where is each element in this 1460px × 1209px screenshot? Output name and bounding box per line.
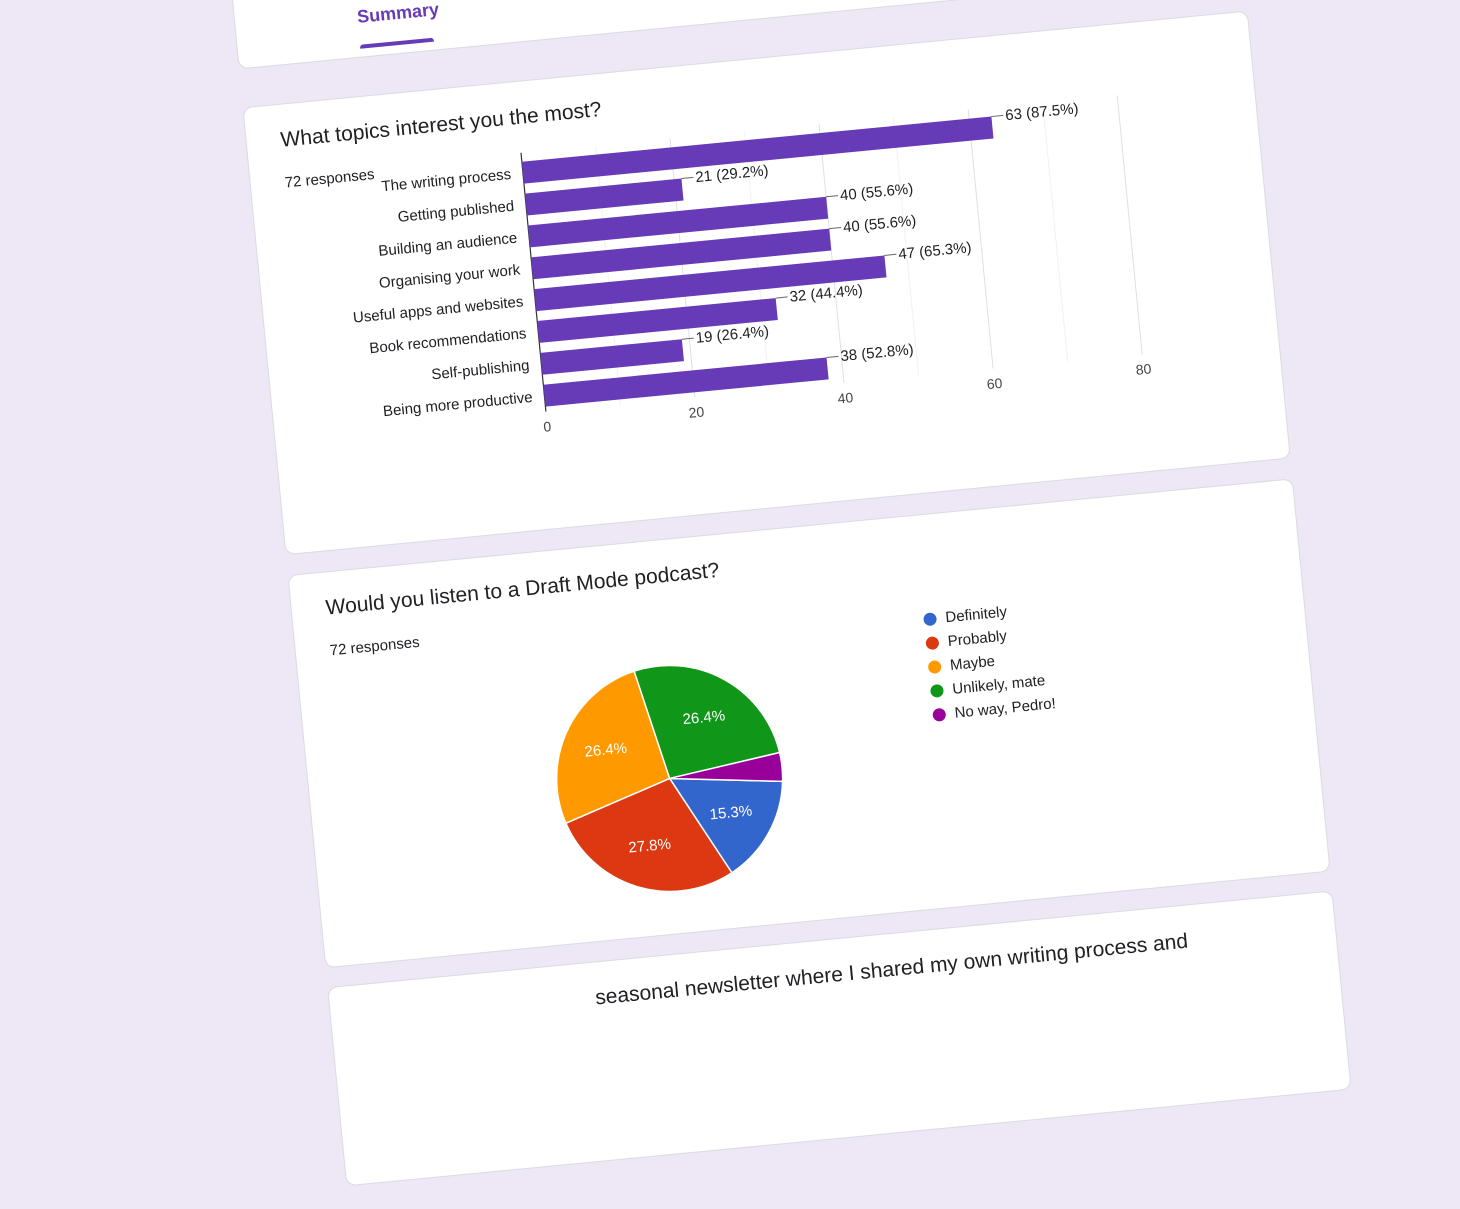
data-label-leader xyxy=(775,296,788,299)
pie-slice[interactable] xyxy=(547,669,673,825)
question-card-topics: What topics interest you the most? 72 re… xyxy=(242,10,1291,556)
bar[interactable] xyxy=(540,339,684,375)
pie-slice[interactable] xyxy=(668,768,791,878)
data-label-leader xyxy=(826,355,839,358)
legend-label: No way, Pedro! xyxy=(953,694,1057,722)
gridline xyxy=(967,109,994,369)
gridline xyxy=(818,124,845,383)
bar[interactable] xyxy=(527,196,829,248)
category-label: Being more productive xyxy=(382,389,533,420)
data-label-leader xyxy=(829,226,842,230)
data-label: 21 (29.2%) xyxy=(695,162,770,186)
legend-swatch xyxy=(927,659,942,674)
x-tick-label: 80 xyxy=(1135,360,1152,377)
pie-chart: 15.3% 27.8% 26.4% 26.4% xyxy=(547,655,791,901)
bar[interactable] xyxy=(521,116,994,184)
data-label-leader xyxy=(991,114,1004,118)
category-label: Building an audience xyxy=(378,230,518,260)
slice-label: 26.4% xyxy=(584,740,628,761)
bar[interactable] xyxy=(524,178,684,216)
question-title: Would you listen to a Draft Mode podcast… xyxy=(324,558,721,620)
legend-swatch xyxy=(922,611,938,626)
legend-label: Probably xyxy=(946,627,1008,650)
legend-swatch xyxy=(932,707,947,722)
slice-label: 15.3% xyxy=(709,802,753,823)
data-label: 47 (65.3%) xyxy=(898,239,973,263)
legend-swatch xyxy=(925,635,940,650)
data-label-leader xyxy=(681,176,694,180)
data-label: 32 (44.4%) xyxy=(789,282,864,306)
pie-legend: Definitely Probably Maybe Unlikely, mate No … xyxy=(922,596,1056,727)
data-label: 40 (55.6%) xyxy=(839,180,914,204)
data-label: 19 (26.4%) xyxy=(695,323,770,347)
data-label-leader xyxy=(826,195,839,198)
data-label-leader xyxy=(884,253,897,256)
tab-summary-indicator xyxy=(359,37,434,49)
legend-label: Definitely xyxy=(944,602,1008,626)
bar[interactable] xyxy=(543,357,829,407)
pie-slice[interactable] xyxy=(668,751,784,792)
gridline xyxy=(1116,95,1143,355)
x-tick-label: 40 xyxy=(837,389,854,406)
bar[interactable] xyxy=(531,228,832,280)
x-tick-label: 60 xyxy=(986,375,1003,392)
tab-summary[interactable]: Summary xyxy=(356,0,440,27)
slice-label: 27.8% xyxy=(628,836,672,857)
x-tick-label: 20 xyxy=(688,403,705,420)
legend-swatch xyxy=(929,683,945,698)
bar-chart: 0 20 40 60 80 The writing process 63 (87.5%) Ge… xyxy=(352,95,1152,435)
data-label: 38 (52.8%) xyxy=(840,341,915,365)
response-count: 72 responses xyxy=(329,633,421,660)
category-label: The writing process xyxy=(381,166,512,195)
question-title: seasonal newsletter where I shared my ow… xyxy=(594,929,1190,1010)
bar[interactable] xyxy=(537,298,778,343)
minor-gridline xyxy=(744,131,770,391)
slice-label: 26.4% xyxy=(682,707,726,728)
question-card-podcast: Would you listen to a Draft Mode podcast… xyxy=(287,478,1331,969)
minor-gridline xyxy=(893,116,920,376)
category-label: Self-publishing xyxy=(431,357,531,383)
pie-slice[interactable] xyxy=(563,773,734,901)
data-label-leader xyxy=(681,337,694,340)
x-tick-label: 0 xyxy=(543,418,552,435)
bar[interactable] xyxy=(534,255,887,312)
data-label: 40 (55.6%) xyxy=(842,212,917,236)
legend-label: Maybe xyxy=(949,652,996,674)
category-label: Getting published xyxy=(397,198,515,226)
category-label: Book recommendations xyxy=(369,325,527,357)
category-label: Useful apps and websites xyxy=(352,293,524,326)
category-label: Organising your work xyxy=(378,261,521,292)
data-label: 63 (87.5%) xyxy=(1005,100,1080,124)
minor-gridline xyxy=(1042,102,1069,362)
pie-slice[interactable] xyxy=(633,655,781,781)
